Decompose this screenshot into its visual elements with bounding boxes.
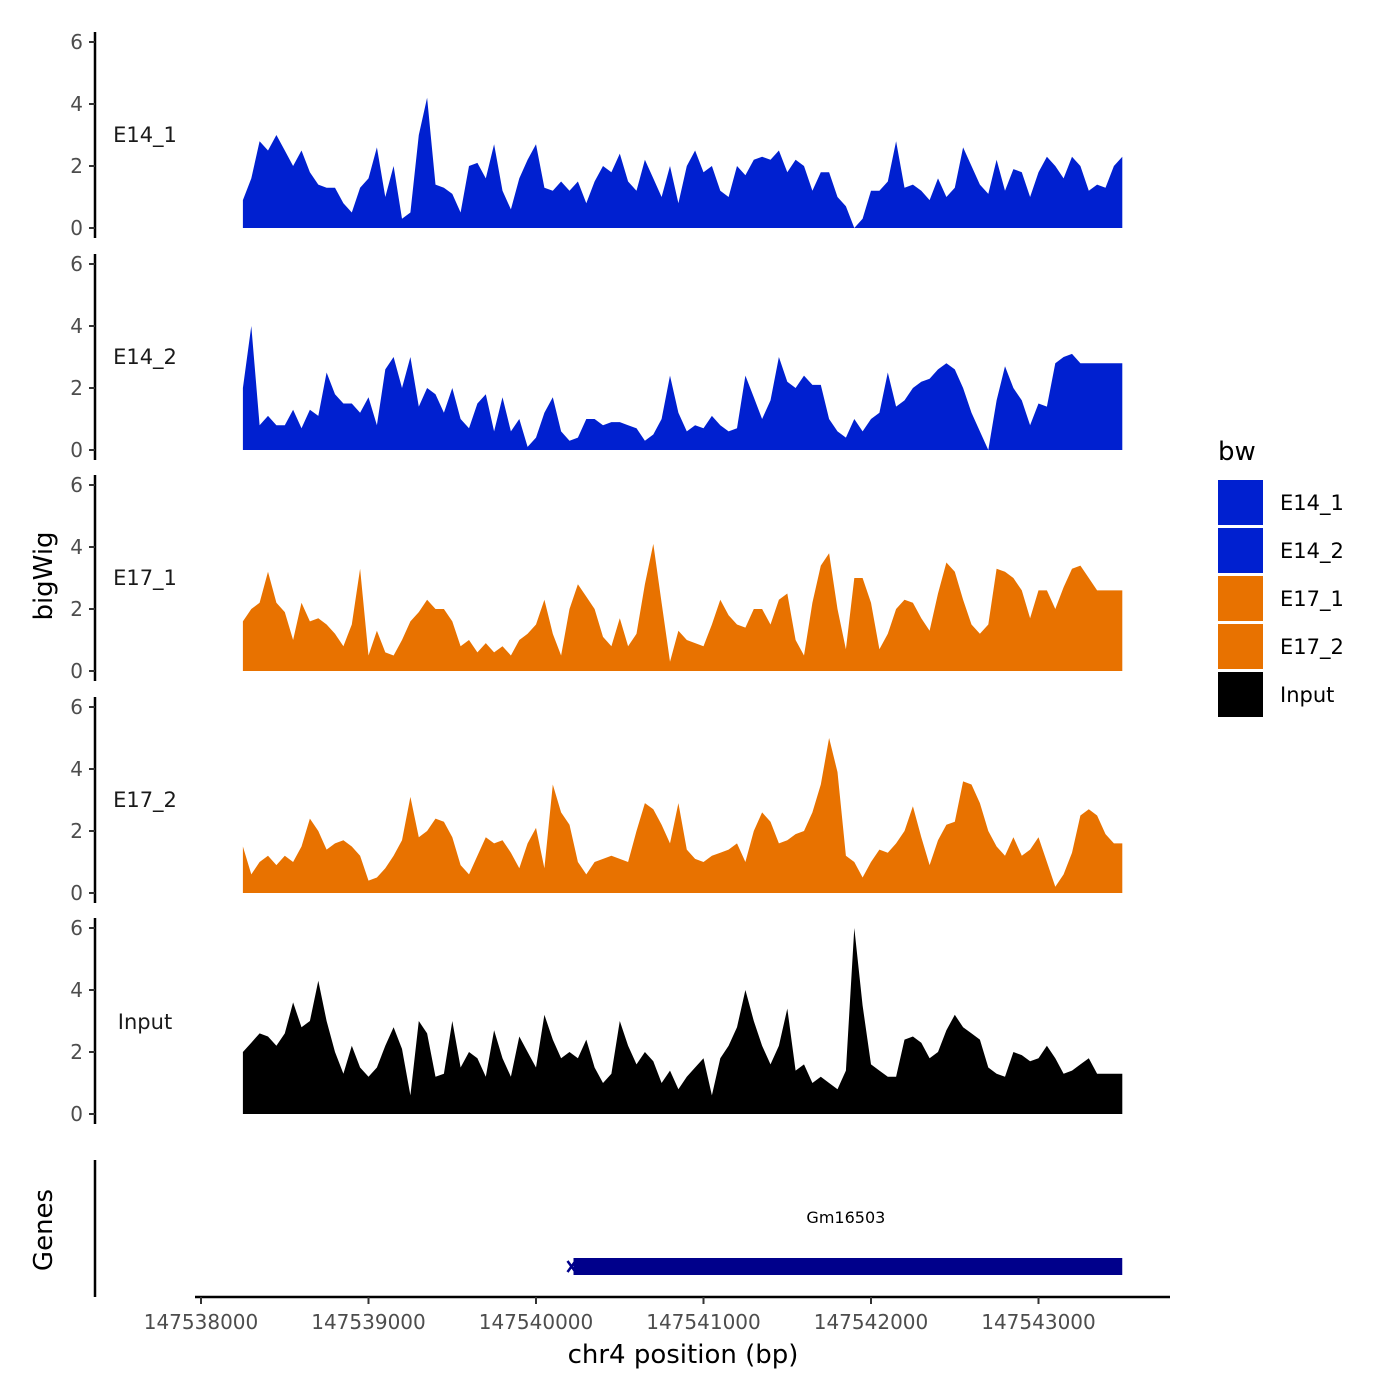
- signal-area-e14_2: [242, 326, 1123, 450]
- legend-swatch: [1218, 528, 1263, 573]
- x-tick-label: 147539000: [311, 1310, 426, 1334]
- y-tick-label: 0: [70, 438, 83, 462]
- y-tick-label: 0: [70, 1102, 83, 1126]
- legend-label: E17_2: [1280, 635, 1344, 660]
- y-tick-label: 6: [70, 695, 83, 719]
- track-e14_1: 0 2 4 6 E14_1: [70, 30, 1123, 240]
- y-tick-label: 4: [70, 314, 83, 338]
- legend-label: E14_2: [1280, 539, 1344, 564]
- y-tick-label: 6: [70, 252, 83, 276]
- signal-area-e14_1: [242, 97, 1123, 228]
- y-tick-label: 2: [70, 819, 83, 843]
- legend-title: bw: [1218, 437, 1256, 467]
- legend-entry-e17_2: E17_2: [1218, 624, 1344, 669]
- legend-label: E14_1: [1280, 491, 1344, 516]
- y-tick-label: 2: [70, 154, 83, 178]
- y-tick-label: 2: [70, 597, 83, 621]
- track-label: E17_1: [113, 566, 177, 591]
- legend-swatch: [1218, 576, 1263, 621]
- x-tick-label: 147542000: [814, 1310, 929, 1334]
- track-label: E14_1: [113, 123, 177, 148]
- legend-entry-input: Input: [1218, 672, 1334, 717]
- gene-gm16503: Gm16503: [566, 1208, 1123, 1275]
- x-axis-title: chr4 position (bp): [568, 1340, 799, 1370]
- legend-swatch: [1218, 624, 1263, 669]
- legend-entry-e14_2: E14_2: [1218, 528, 1344, 573]
- y-tick-label: 2: [70, 376, 83, 400]
- y-tick-label: 0: [70, 216, 83, 240]
- genes-track: Gm16503: [93, 1160, 1123, 1297]
- track-label: E17_2: [113, 788, 177, 813]
- track-e17_2: 0 2 4 6 E17_2: [70, 695, 1123, 905]
- y-tick-label: 6: [70, 30, 83, 54]
- x-axis: 147538000 147539000 147540000 147541000 1475…: [144, 1295, 1170, 1334]
- legend: E14_1 E14_2 E17_1 E17_2 Input: [1218, 480, 1344, 717]
- strand-arrow-icon: [566, 1260, 577, 1273]
- y-tick-label: 4: [70, 757, 83, 781]
- x-tick-label: 147540000: [479, 1310, 594, 1334]
- y-tick-label: 0: [70, 881, 83, 905]
- track-label: Input: [118, 1010, 172, 1034]
- gene-body: [573, 1258, 1123, 1275]
- gene-label: Gm16503: [806, 1208, 885, 1227]
- track-input: 0 2 4 6 Input: [70, 916, 1123, 1126]
- genes-track-title: Genes: [29, 1189, 59, 1271]
- legend-swatch: [1218, 480, 1263, 525]
- legend-entry-e17_1: E17_1: [1218, 576, 1344, 621]
- x-tick-label: 147538000: [144, 1310, 259, 1334]
- legend-swatch: [1218, 672, 1263, 717]
- y-tick-label: 4: [70, 92, 83, 116]
- signal-area-e17_2: [242, 738, 1123, 893]
- y-tick-label: 2: [70, 1040, 83, 1064]
- track-e14_2: 0 2 4 6 E14_2: [70, 252, 1123, 462]
- y-tick-label: 6: [70, 916, 83, 940]
- y-tick-label: 4: [70, 978, 83, 1002]
- y-axis-title: bigWig: [29, 531, 59, 620]
- legend-label: E17_1: [1280, 587, 1344, 612]
- y-tick-label: 4: [70, 535, 83, 559]
- legend-label: Input: [1280, 683, 1334, 707]
- track-label: E14_2: [113, 345, 177, 370]
- x-tick-label: 147543000: [981, 1310, 1096, 1334]
- legend-entry-e14_1: E14_1: [1218, 480, 1344, 525]
- signal-tracks: 0 2 4 6 E14_1 0 2 4 6 E14_2 0 2 4 6 E17_1 0 2 4 6 E17_2 0 2 4 6…: [70, 30, 1123, 1126]
- x-tick-label: 147541000: [646, 1310, 761, 1334]
- track-e17_1: 0 2 4 6 E17_1: [70, 473, 1123, 683]
- y-tick-label: 0: [70, 659, 83, 683]
- y-tick-label: 6: [70, 473, 83, 497]
- signal-area-input: [242, 928, 1123, 1114]
- signal-area-e17_1: [242, 543, 1123, 671]
